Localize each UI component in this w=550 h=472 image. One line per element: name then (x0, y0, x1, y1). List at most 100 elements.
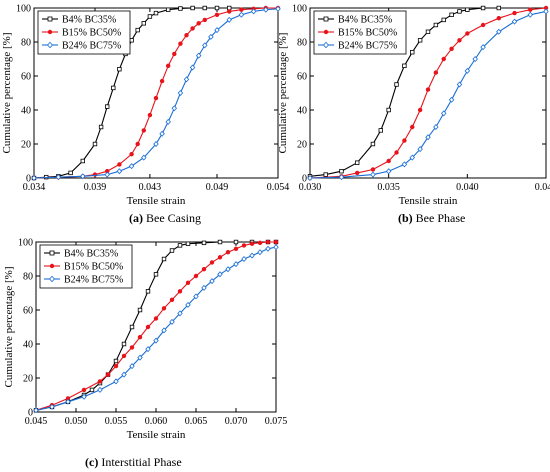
legend: B4% BC35% B15% BC50% B24% BC75% (313, 10, 407, 55)
data-point (116, 168, 123, 175)
data-point (121, 341, 127, 347)
data-point (250, 8, 257, 15)
data-point (440, 110, 447, 117)
data-point (214, 12, 220, 18)
y-tick-label: 0 (302, 174, 307, 185)
data-point (386, 158, 391, 164)
data-point (480, 5, 486, 11)
x-tick-label: 0.060 (145, 416, 168, 427)
data-point (202, 17, 208, 23)
y-tick-label: 0 (28, 408, 33, 419)
legend-marker (323, 16, 329, 22)
x-tick-label: 0.055 (105, 416, 128, 427)
x-tick-label: 0.030 (299, 182, 322, 193)
data-point (457, 38, 462, 43)
data-point (129, 345, 135, 350)
data-point (137, 307, 143, 313)
x-tick-label: 0.075 (265, 416, 288, 427)
data-point (147, 14, 153, 19)
y-tick-label: 100 (292, 4, 307, 15)
data-point (238, 11, 245, 18)
caption-letter: (c) (85, 455, 98, 469)
data-point (217, 271, 223, 278)
legend-marker (47, 29, 53, 35)
data-point (233, 246, 239, 252)
data-point (410, 124, 415, 130)
data-point (227, 9, 232, 14)
data-point (137, 354, 143, 361)
data-point (249, 241, 255, 246)
data-point (225, 250, 231, 255)
data-point (159, 78, 165, 84)
data-point (49, 403, 55, 410)
caption-title: Bee Casing (143, 211, 201, 225)
legend-marker (47, 41, 53, 49)
data-point (425, 29, 431, 34)
data-point (233, 239, 239, 245)
data-point (249, 252, 255, 259)
data-point (354, 160, 360, 165)
data-point (153, 141, 159, 147)
data-point (145, 324, 151, 330)
data-point (209, 260, 215, 265)
data-point (135, 141, 140, 147)
data-point (189, 64, 196, 71)
data-point (417, 146, 423, 153)
data-point (196, 21, 201, 26)
data-point (129, 324, 135, 330)
data-point (214, 27, 220, 34)
data-point (496, 28, 502, 35)
x-tick-label: 0.065 (185, 416, 208, 427)
data-point (105, 104, 110, 109)
data-point (465, 7, 470, 12)
data-point (183, 76, 190, 83)
legend: B4% BC35% B15% BC50% B24% BC75% (39, 244, 133, 289)
data-point (161, 327, 167, 334)
data-point (425, 134, 431, 141)
legend-label: B24% BC75% (338, 41, 397, 52)
x-tick-label: 0.054 (267, 182, 290, 193)
data-point (355, 170, 360, 176)
series-2 (31, 5, 281, 181)
data-point (153, 272, 159, 277)
data-point (121, 371, 127, 378)
data-point (169, 297, 175, 302)
data-point (111, 85, 116, 91)
data-point (141, 21, 146, 26)
caption-letter: (a) (129, 211, 143, 225)
data-point (145, 289, 151, 294)
plot-frame (309, 7, 547, 179)
legend-label: B4% BC35% (338, 15, 392, 26)
data-point (385, 168, 392, 175)
data-point (201, 240, 207, 246)
data-point (448, 96, 455, 103)
data-point (178, 6, 183, 11)
data-point (265, 245, 271, 252)
data-point (265, 239, 271, 245)
data-point (153, 337, 159, 344)
data-point (528, 7, 533, 12)
series-0 (307, 5, 501, 179)
data-point (417, 107, 423, 113)
y-tick-label: 40 (297, 106, 307, 117)
data-point (171, 105, 178, 112)
data-point (193, 273, 199, 279)
caption-letter: (b) (398, 211, 413, 225)
x-axis-label: Tensile strain (127, 195, 186, 207)
data-point (92, 141, 98, 147)
data-point (275, 5, 281, 12)
data-point (129, 363, 135, 370)
data-point (89, 387, 95, 393)
x-tick-label: 0.049 (206, 182, 229, 193)
data-point (378, 128, 383, 133)
x-tick-label: 0.045 (25, 416, 48, 427)
data-point (193, 293, 199, 300)
data-point (257, 240, 263, 246)
data-point (370, 141, 376, 147)
series-2 (33, 244, 279, 414)
chart-caption: (c) Interstitial Phase (85, 455, 182, 469)
data-point (65, 398, 71, 405)
data-point (307, 175, 313, 181)
x-axis-label: Tensile strain (399, 195, 458, 207)
